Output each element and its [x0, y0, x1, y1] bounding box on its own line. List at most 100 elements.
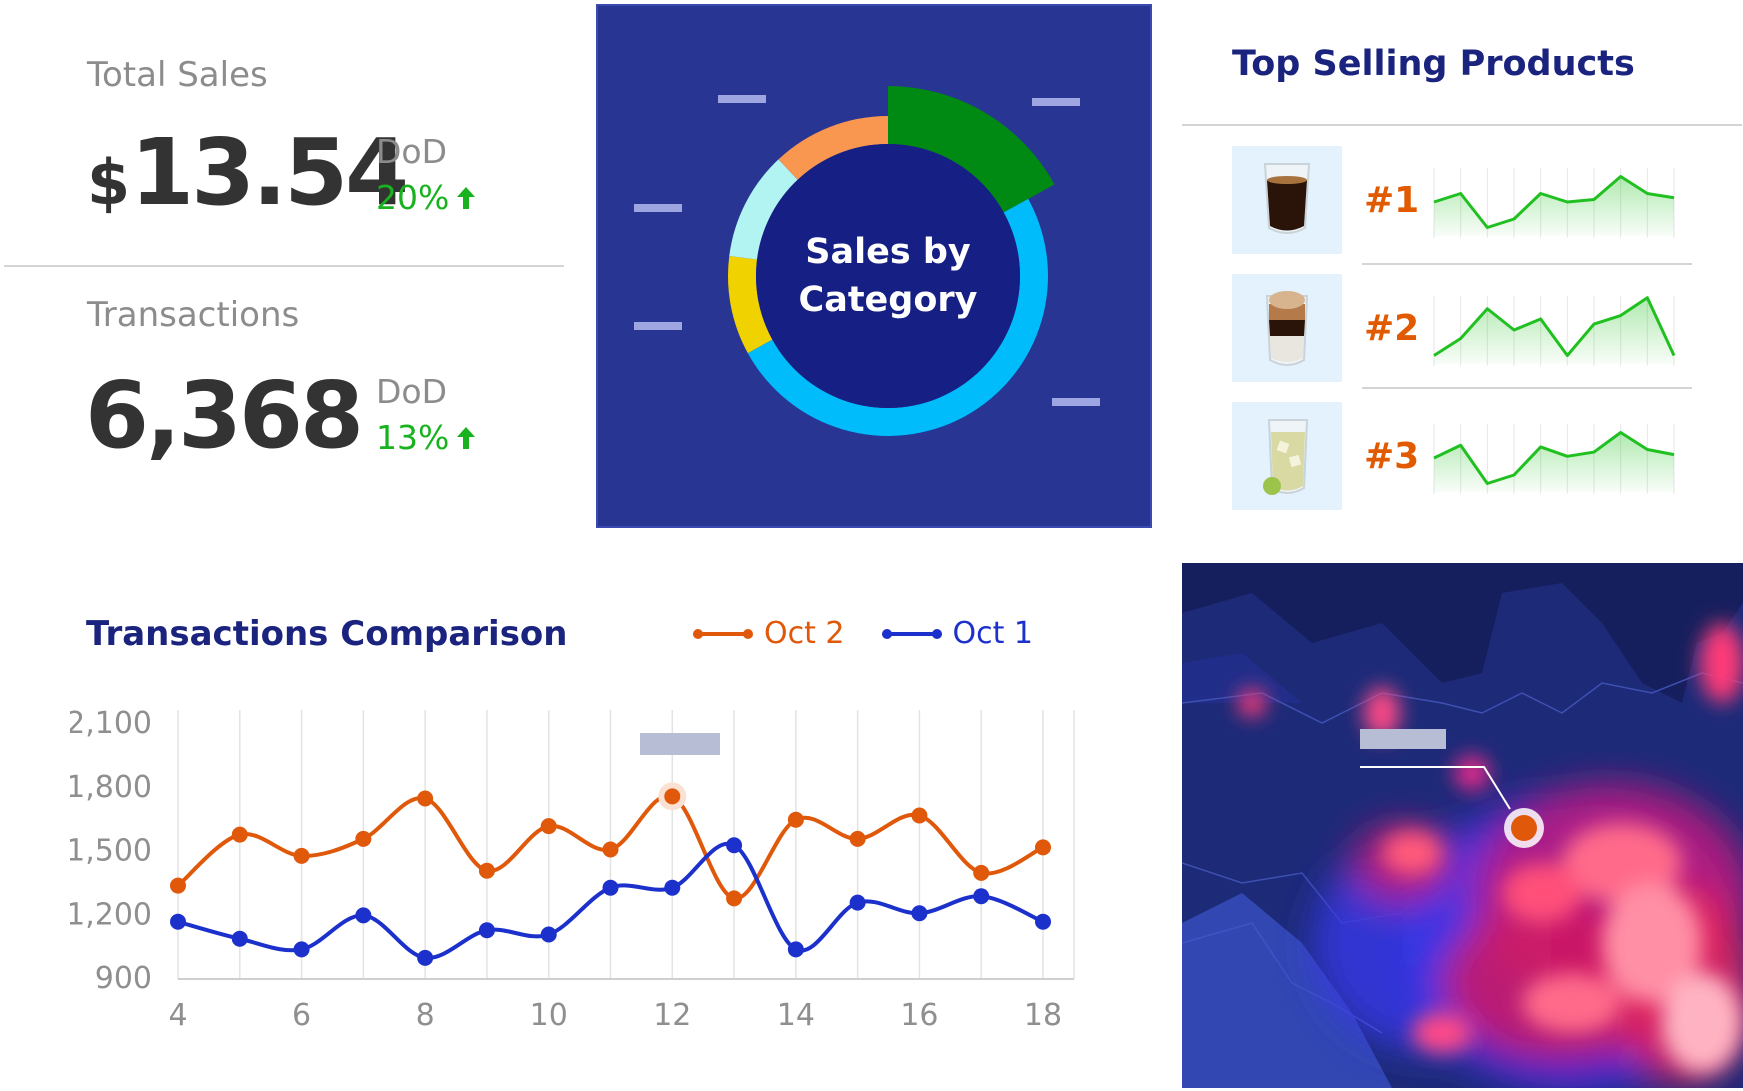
data-point: [540, 818, 557, 835]
total-sales-dod-change: 20%: [376, 178, 477, 217]
legend-label: Oct 2: [764, 616, 845, 651]
transactions-value: 6,368: [85, 362, 364, 469]
donut-slice: [728, 255, 773, 354]
total-sales-dod-pct: 20%: [376, 178, 450, 217]
product-thumbnail: [1232, 402, 1342, 510]
sparkline-line: [1433, 431, 1675, 485]
sparkline-line: [1433, 296, 1676, 357]
data-point: [478, 862, 495, 879]
donut-center: [756, 144, 1020, 408]
legend-line-icon: [693, 628, 753, 639]
x-tick-label: 4: [168, 998, 187, 1033]
transactions-dod-label: DoD: [376, 372, 448, 411]
product-thumbnail: [1232, 274, 1342, 382]
total-sales-label: Total Sales: [87, 55, 268, 95]
donut-slice: [778, 116, 888, 180]
sales-by-category-panel: Sales by Category: [596, 4, 1152, 528]
y-tick-label: 1,800: [70, 770, 152, 805]
top-products-list: #1 #2 #3: [1232, 146, 1743, 524]
product-thumbnail: [1232, 146, 1342, 254]
donut-center-label: Sales by Category: [758, 228, 1018, 324]
total-sales-value: $13.54: [87, 125, 409, 231]
product-trend-sparkline: [1433, 168, 1675, 238]
legend-label: Oct 1: [952, 616, 1034, 651]
data-point: [478, 922, 495, 939]
data-point: [664, 788, 681, 805]
label-placeholder: [1032, 98, 1080, 106]
label-placeholder: [634, 322, 682, 330]
transactions-label: Transactions: [87, 295, 300, 335]
total-sales-amount: 13.54: [130, 119, 409, 226]
data-point: [540, 926, 557, 943]
label-placeholder: [718, 95, 766, 103]
sales-by-category-chart: [634, 86, 1100, 437]
donut-center-line1: Sales by: [805, 232, 971, 272]
product-rank: #1: [1364, 180, 1420, 221]
label-placeholder: [1052, 398, 1100, 406]
product-row-divider: [1362, 263, 1692, 265]
x-tick-label: 14: [777, 998, 815, 1033]
total-sales-dod-label: DoD: [376, 132, 448, 171]
iced-drink-icon: [1263, 419, 1309, 495]
data-point: [231, 826, 248, 843]
legend-item-oct2[interactable]: Oct 2: [692, 616, 845, 651]
arrow-up-icon: [457, 186, 476, 209]
data-point: [417, 790, 434, 807]
sparkline-area: [1434, 297, 1674, 364]
y-tick-label: 2,100: [70, 706, 152, 741]
geo-heatmap[interactable]: [1182, 563, 1743, 1088]
data-point: [911, 807, 928, 824]
donut-slice: [747, 198, 1048, 437]
currency-symbol: $: [87, 146, 131, 219]
data-point: [973, 888, 990, 905]
x-tick-label: 8: [416, 998, 435, 1033]
latte-glass-icon: [1265, 291, 1309, 366]
product-rank: #2: [1364, 308, 1420, 349]
transactions-dod-pct: 13%: [376, 418, 450, 457]
arrow-up-icon: [457, 426, 476, 449]
product-row[interactable]: #3: [1232, 402, 1743, 512]
product-trend-sparkline: [1433, 296, 1676, 366]
heatmap-map: [1182, 563, 1743, 1088]
data-point: [787, 811, 804, 828]
transactions-comparison-chart: 900 1,200 1,500 1,800 2,100 4 6 8 10 12 14 16 18: [70, 706, 1075, 1033]
data-point: [355, 907, 372, 924]
y-tick-label: 900: [95, 961, 152, 996]
transactions-dod-change: 13%: [376, 418, 477, 457]
data-point: [355, 830, 372, 847]
data-point: [170, 877, 186, 894]
comparison-title: Transactions Comparison: [86, 614, 568, 654]
x-tick-label: 12: [653, 998, 691, 1033]
donut-slice: [888, 86, 1055, 213]
x-tick-label: 6: [292, 998, 311, 1033]
data-point: [973, 864, 990, 881]
product-trend-sparkline: [1433, 424, 1675, 494]
donut-center-line2: Category: [798, 280, 978, 320]
data-point: [293, 941, 310, 958]
data-point: [911, 905, 928, 922]
product-row[interactable]: #1: [1232, 146, 1743, 256]
kpi-divider: [4, 265, 564, 267]
heatmap-label-placeholder: [1360, 729, 1446, 749]
product-rank: #3: [1364, 436, 1420, 477]
legend-line-icon: [881, 628, 942, 639]
coffee-glass-icon: [1263, 163, 1311, 234]
data-point: [602, 879, 619, 896]
x-tick-label: 18: [1024, 998, 1062, 1033]
data-point: [170, 913, 186, 930]
x-tick-label: 16: [900, 998, 938, 1033]
sparkline-line: [1433, 175, 1675, 229]
data-point: [849, 830, 866, 847]
top-products-title: Top Selling Products: [1232, 44, 1635, 84]
data-point: [726, 890, 743, 907]
data-point: [664, 879, 681, 896]
product-row-divider: [1362, 387, 1692, 389]
tooltip-placeholder: [640, 733, 720, 755]
label-placeholder: [634, 204, 682, 212]
data-point: [602, 841, 619, 858]
data-point: [787, 941, 804, 958]
legend-item-oct1[interactable]: Oct 1: [881, 616, 1034, 651]
product-row[interactable]: #2: [1232, 274, 1743, 384]
data-point: [849, 894, 866, 911]
donut-slice: [729, 159, 798, 260]
